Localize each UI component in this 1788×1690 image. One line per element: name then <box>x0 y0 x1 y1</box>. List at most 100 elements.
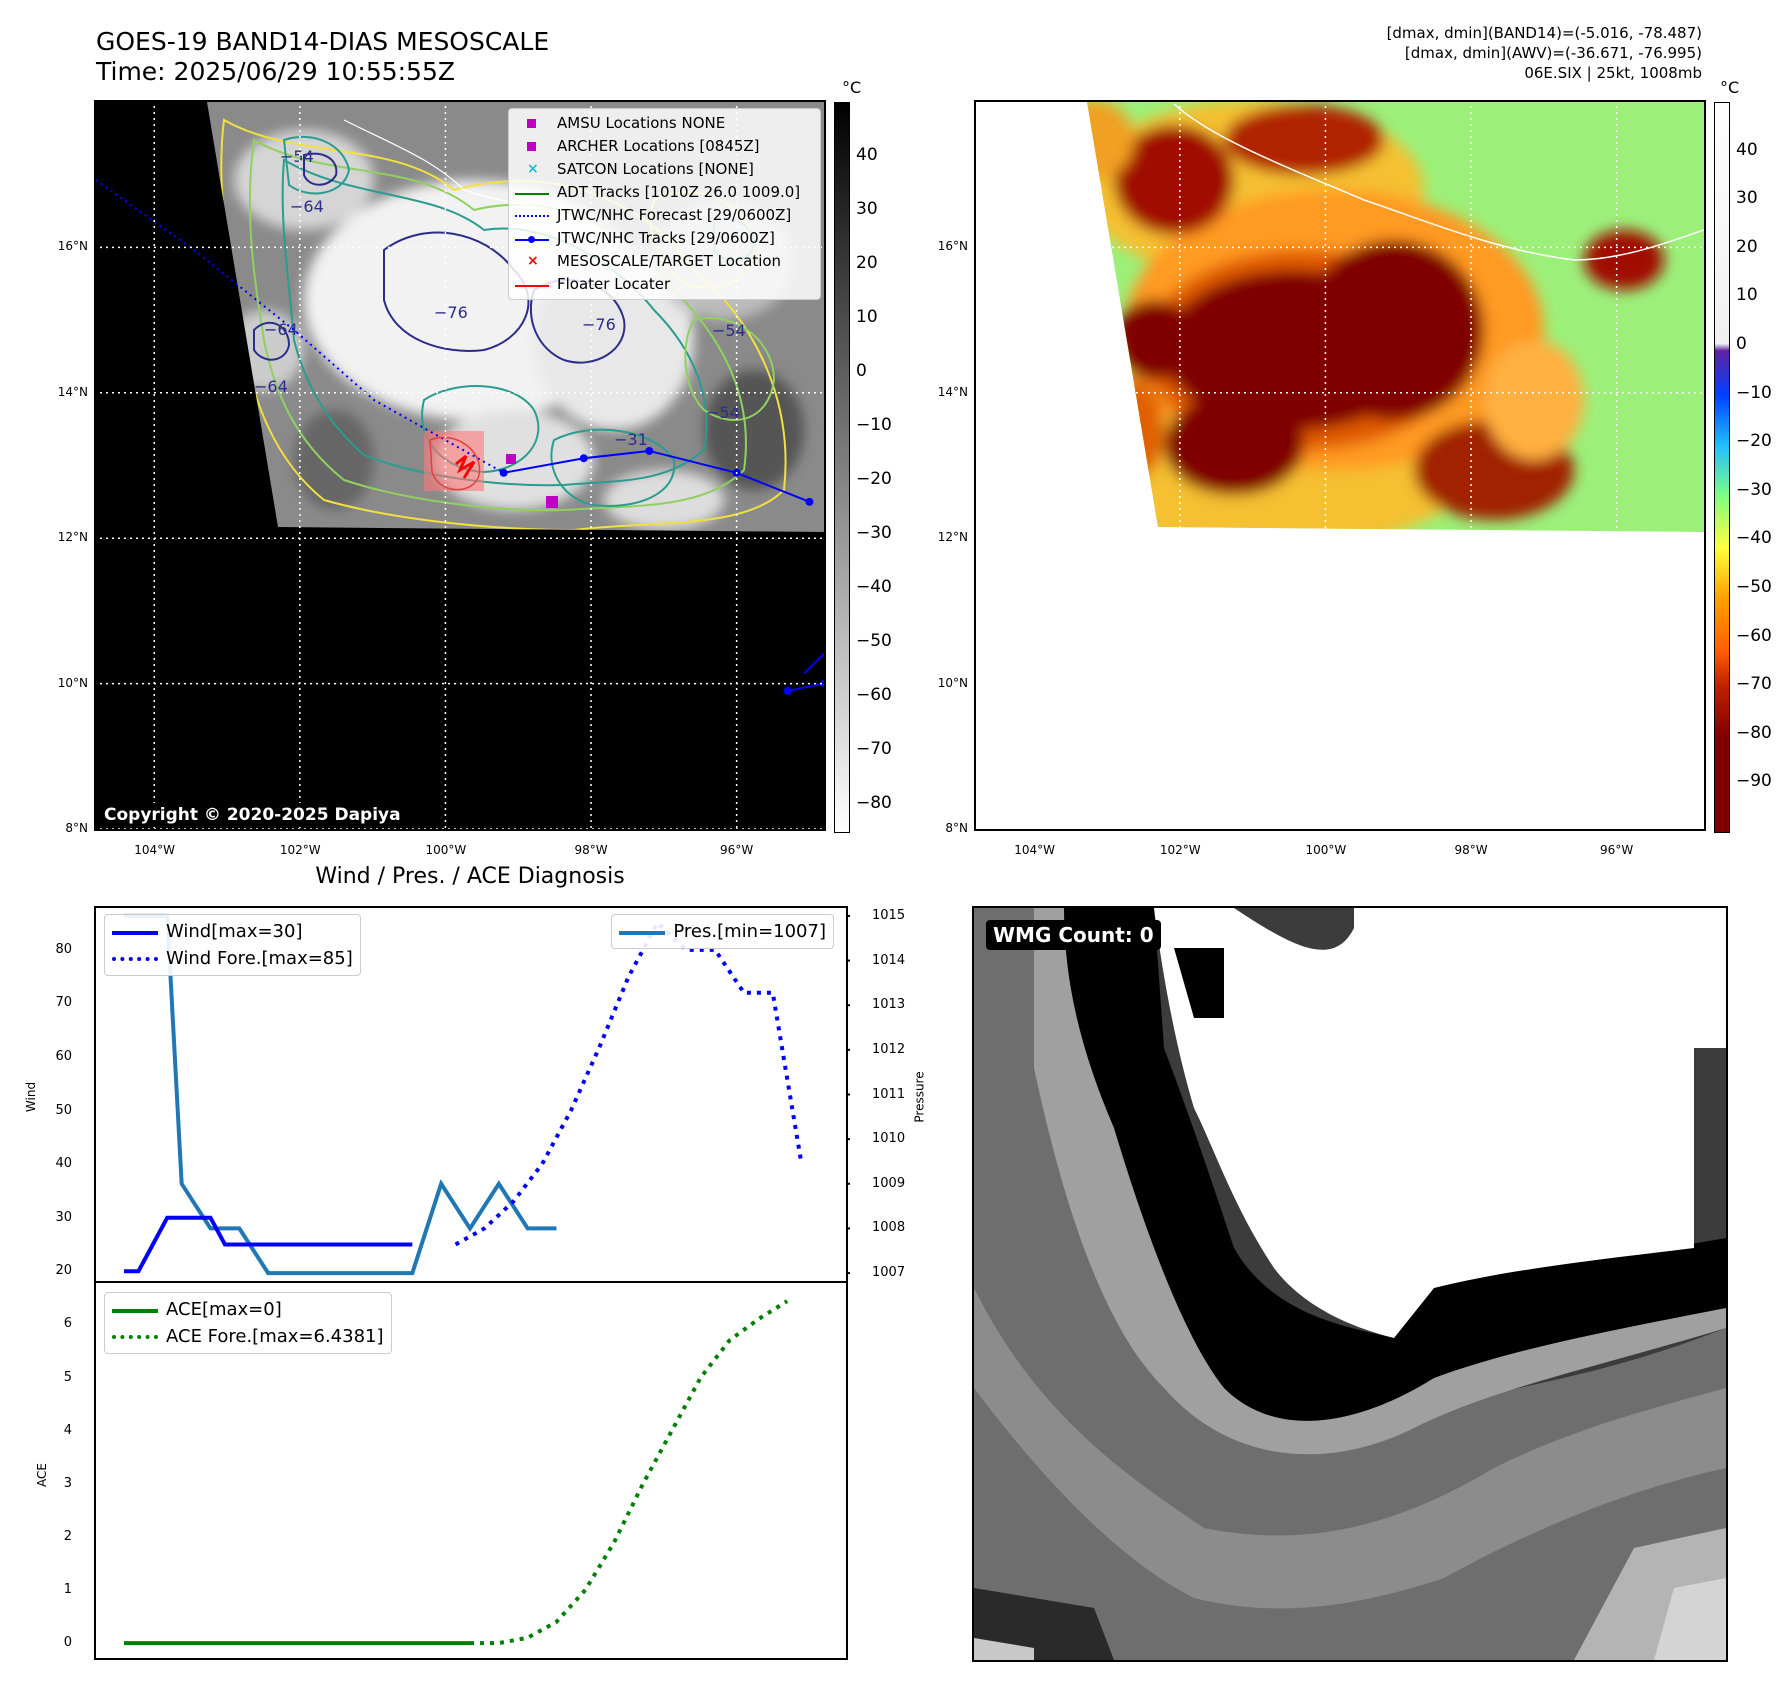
legend-label-adt: ADT Tracks [1010Z 26.0 1009.0] <box>557 183 801 201</box>
pressure-tick-7: 1008 <box>872 1220 906 1236</box>
contour-label-9: −64 <box>254 377 288 396</box>
colorbar-tick-6: −20 <box>1736 431 1772 452</box>
ace-tick-0: 6 <box>63 1316 72 1332</box>
wmg-image <box>974 908 1726 1660</box>
legend-item-jtwc-tracks: JTWC/NHC Tracks [29/0600Z] <box>515 227 814 250</box>
wind-ylabel: Wind <box>24 1081 39 1113</box>
legend-item-amsu: AMSU Locations NONE <box>515 112 814 135</box>
legend-item-mesoscale: × MESOSCALE/TARGET Location <box>515 250 814 273</box>
lon-label-4: 96°W <box>1600 843 1634 857</box>
jtwc-track-point <box>820 679 824 688</box>
jtwc-track-point <box>579 454 588 463</box>
ir-track-overlay <box>96 179 824 695</box>
awv-swath <box>1087 102 1704 532</box>
diag-title: Wind / Pres. / ACE Diagnosis <box>315 864 625 889</box>
ir-colorbar <box>834 102 850 833</box>
awv-colorbar <box>1714 102 1730 833</box>
colorbar-tick-8: −40 <box>856 577 892 597</box>
legend-item-floater: Floater Locater <box>515 273 814 296</box>
lon-label-1: 102°W <box>279 843 321 857</box>
jtwc-track-point <box>805 497 814 506</box>
colorbar-tick-11: −70 <box>1736 674 1772 695</box>
colorbar-tick-0: 40 <box>1736 139 1758 160</box>
jtwc-track-line-3 <box>803 652 824 675</box>
colorbar-tick-3: 10 <box>856 307 878 327</box>
awv-gridlines <box>976 102 1704 829</box>
colorbar-tick-0: 40 <box>856 145 878 165</box>
wind-tick-1: 70 <box>55 995 72 1011</box>
colorbar-tick-2: 20 <box>856 253 878 273</box>
lat-label-1: 14°N <box>937 384 968 399</box>
jtwc-track-point <box>783 686 792 695</box>
lon-label-1: 102°W <box>1159 843 1201 857</box>
info-line-awv: [dmax, dmin](AWV)=(-36.671, -76.995) <box>1404 44 1702 62</box>
ace-tick-3: 3 <box>63 1475 72 1491</box>
legend-item-adt: ADT Tracks [1010Z 26.0 1009.0] <box>515 181 814 204</box>
colorbar-tick-8: −40 <box>1736 528 1772 549</box>
ir-legend: AMSU Locations NONE ARCHER Locations [08… <box>508 108 821 300</box>
legend-label-amsu: AMSU Locations NONE <box>557 114 726 132</box>
colorbar-tick-9: −50 <box>856 631 892 651</box>
legend-label-jtwc-tracks: JTWC/NHC Tracks [29/0600Z] <box>557 229 775 247</box>
colorbar-tick-5: −10 <box>1736 382 1772 403</box>
jtwc-track-point <box>499 468 508 477</box>
figure-title: GOES-19 BAND14-DIAS MESOSCALE <box>96 27 550 56</box>
lat-label-2: 12°N <box>937 530 968 545</box>
lat-label-1: 14°N <box>57 384 88 399</box>
pressure-line <box>124 913 557 1276</box>
info-line-band14: [dmax, dmin](BAND14)=(-5.016, -78.487) <box>1386 24 1702 42</box>
ace-tick-4: 2 <box>63 1528 72 1544</box>
legend-item-pres: Pres.[min=1007] <box>619 918 826 945</box>
pressure-tick-1: 1014 <box>872 952 906 968</box>
floater-locater-line <box>455 454 476 479</box>
contour-label-2: −64 <box>290 197 324 216</box>
wind-tick-3: 50 <box>55 1102 72 1118</box>
contour-label-5: −54 <box>712 321 746 340</box>
colorbar-tick-3: 10 <box>1736 285 1758 306</box>
ace-legend: ACE[max=0] ACE Fore.[max=6.4381] <box>104 1292 392 1354</box>
figure-time: Time: 2025/06/29 10:55:55Z <box>96 57 455 86</box>
legend-item-wind-fore: Wind Fore.[max=85] <box>112 945 353 972</box>
wind-tick-5: 30 <box>55 1209 72 1225</box>
legend-label-wind-fore: Wind Fore.[max=85] <box>166 948 353 969</box>
colorbar-tick-12: −80 <box>856 793 892 813</box>
colorbar-tick-7: −30 <box>1736 479 1772 500</box>
pressure-tick-0: 1015 <box>872 907 906 923</box>
lat-label-2: 12°N <box>57 530 88 545</box>
colorbar-tick-10: −60 <box>1736 625 1772 646</box>
awv-coastline <box>1173 103 1704 261</box>
pressure-tick-2: 1013 <box>872 997 906 1013</box>
contour-label-1: −54 <box>280 147 314 166</box>
ace-tick-2: 4 <box>63 1422 72 1438</box>
colorbar-tick-5: −10 <box>856 415 892 435</box>
lon-label-0: 104°W <box>1014 843 1056 857</box>
legend-label-mesoscale: MESOSCALE/TARGET Location <box>557 252 782 270</box>
legend-item-archer: ARCHER Locations [0845Z] <box>515 135 814 158</box>
floater-contour <box>429 436 481 491</box>
wind-legend: Wind[max=30] Wind Fore.[max=85] <box>104 914 361 976</box>
lat-label-4: 8°N <box>65 821 88 835</box>
lat-label-0: 16°N <box>937 239 968 254</box>
ace-forecast-line <box>470 1299 789 1646</box>
colorbar-tick-13: −90 <box>1736 771 1772 792</box>
ace-tick-6: 0 <box>63 1635 72 1651</box>
colorbar-tick-4: 0 <box>856 361 867 381</box>
pressure-legend: Pres.[min=1007] <box>611 914 834 949</box>
ir-map-panel: −54 −64 −76 −76 −54 −64 −31 −54 −64 AMSU… <box>94 100 826 831</box>
contour-label-6: −64 <box>264 320 298 339</box>
lat-label-0: 16°N <box>57 239 88 254</box>
jtwc-track-point <box>645 446 654 455</box>
pressure-tick-4: 1011 <box>872 1086 906 1102</box>
pressure-tick-3: 1012 <box>872 1041 906 1057</box>
archer-marker <box>506 454 516 464</box>
lon-label-0: 104°W <box>134 843 176 857</box>
lat-label-4: 8°N <box>945 821 968 835</box>
ir-colorbar-unit: °C <box>842 78 862 97</box>
pressure-tick-8: 1007 <box>872 1265 906 1281</box>
wind-tick-4: 40 <box>55 1156 72 1172</box>
colorbar-tick-12: −80 <box>1736 722 1772 743</box>
legend-label-ace-fore: ACE Fore.[max=6.4381] <box>166 1326 384 1347</box>
awv-map-svg <box>976 102 1704 829</box>
lat-label-3: 10°N <box>937 675 968 690</box>
legend-item-wind: Wind[max=30] <box>112 918 353 945</box>
